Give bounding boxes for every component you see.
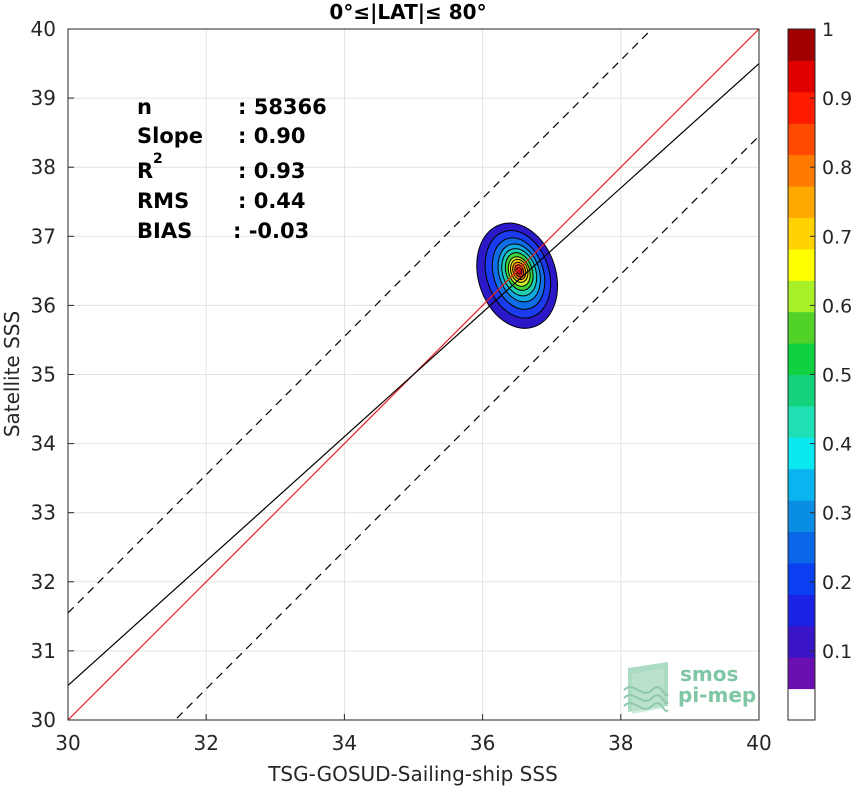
y-tick-label: 34 — [31, 432, 56, 456]
colorbar-tick-label: 0.3 — [822, 503, 852, 525]
y-tick-label: 30 — [31, 708, 56, 732]
y-tick-label: 39 — [31, 86, 56, 110]
stats-box: n : 58366 Slope : 0.90 R 2 : 0.93 RMS : … — [137, 95, 327, 243]
stat-bias-value: : -0.03 — [233, 219, 309, 243]
colorbar-band — [788, 437, 815, 470]
stat-rms-label: RMS — [137, 189, 189, 213]
x-tick-label: 40 — [746, 731, 771, 755]
y-tick-label: 40 — [31, 17, 56, 41]
colorbar-band — [788, 625, 815, 658]
colorbar-band — [788, 343, 815, 375]
colorbar-tick-label: 0.7 — [822, 226, 852, 248]
stat-r2-superscript: 2 — [153, 151, 163, 167]
colorbar-tick-label: 0.8 — [822, 157, 852, 179]
colorbar-band — [788, 154, 815, 187]
colorbar-band — [788, 311, 815, 344]
line-regression — [68, 63, 759, 686]
y-tick-label: 31 — [31, 639, 56, 663]
chart-title: 0°≤|LAT|≤ 80° — [329, 0, 486, 24]
colorbar-band — [788, 562, 815, 595]
stat-slope-value: : 0.90 — [238, 124, 306, 148]
smos-pimep-logo: smos pi-mep — [623, 662, 756, 714]
stat-slope-label: Slope — [137, 124, 203, 148]
stat-r2-value: : 0.93 — [238, 159, 306, 183]
colorbar-band — [788, 688, 815, 721]
y-tick-label: 38 — [31, 155, 56, 179]
colorbar-band — [788, 248, 815, 281]
stat-r2-label: R — [137, 159, 153, 183]
colorbar-band — [788, 468, 815, 501]
stat-n-value: : 58366 — [238, 95, 327, 119]
logo-line2: pi-mep — [678, 683, 756, 707]
colorbar-tick-label: 0.9 — [822, 88, 852, 110]
colorbar-band — [788, 29, 815, 61]
colorbar-tick-label: 0.5 — [822, 365, 852, 387]
colorbar-band — [788, 186, 815, 218]
colorbar: 0.1 0.2 0.3 0.4 0.5 0.6 0.7 0.8 0.9 1 — [787, 19, 852, 721]
colorbar-tick-label: 0.4 — [822, 434, 852, 456]
colorbar-band — [788, 280, 815, 313]
x-axis-label: TSG-GOSUD-Sailing-ship SSS — [267, 762, 558, 786]
stat-bias-label: BIAS — [137, 219, 192, 243]
logo-line1: smos — [680, 662, 738, 686]
y-axis-label: Satellite SSS — [0, 311, 24, 437]
colorbar-band — [788, 594, 815, 627]
stat-rms-value: : 0.44 — [238, 189, 306, 213]
y-tick-label: 36 — [31, 293, 56, 317]
colorbar-tick-label: 0.6 — [822, 295, 852, 317]
y-tick-label: 32 — [31, 570, 56, 594]
colorbar-tick-label: 0.1 — [822, 641, 852, 663]
colorbar-band — [788, 60, 815, 93]
y-tick-label: 37 — [31, 224, 56, 248]
x-axis-ticks: 30 32 34 36 38 40 — [55, 714, 772, 755]
colorbar-band — [788, 405, 815, 438]
colorbar-band — [788, 500, 815, 533]
x-tick-label: 36 — [470, 731, 495, 755]
logo-waves-icon — [623, 662, 669, 714]
x-tick-label: 30 — [55, 731, 80, 755]
colorbar-band — [788, 531, 815, 564]
stat-n-label: n — [137, 95, 152, 119]
x-tick-label: 34 — [332, 731, 357, 755]
colorbar-tick-label: 0.2 — [822, 572, 852, 594]
colorbar-band — [788, 657, 815, 690]
colorbar-tick-label: 1 — [822, 19, 834, 41]
y-tick-label: 33 — [31, 501, 56, 525]
line-upper-bound — [68, 29, 653, 614]
x-tick-label: 38 — [608, 731, 633, 755]
colorbar-band — [788, 374, 815, 407]
colorbar-band — [788, 123, 815, 156]
x-tick-label: 32 — [193, 731, 218, 755]
line-lower-bound — [174, 135, 759, 720]
reference-lines — [68, 29, 759, 720]
y-tick-label: 35 — [31, 363, 56, 387]
colorbar-band — [788, 91, 815, 124]
colorbar-band — [788, 217, 815, 250]
y-axis-ticks: 30 31 32 33 34 35 36 37 38 39 40 — [31, 17, 74, 732]
